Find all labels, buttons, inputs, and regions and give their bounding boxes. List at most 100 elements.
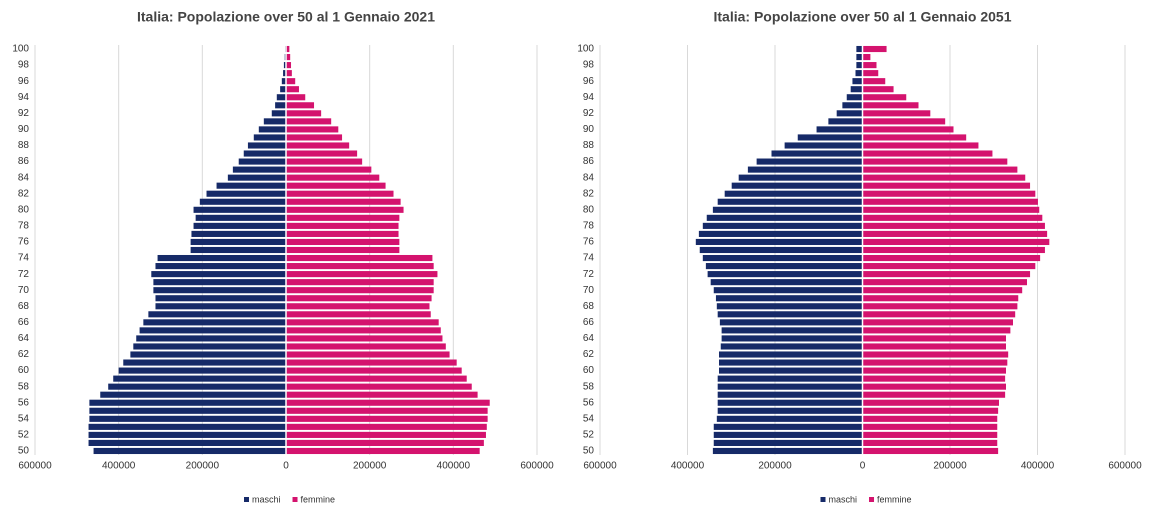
bar [721, 335, 863, 342]
bar [862, 86, 894, 93]
bar [286, 198, 401, 205]
bar [286, 343, 446, 350]
bar [719, 319, 863, 326]
y-tick-label: 62 [18, 349, 30, 360]
bar [713, 439, 863, 446]
y-tick-label: 92 [583, 108, 595, 119]
bar [717, 375, 863, 382]
bar [710, 279, 863, 286]
bar [862, 158, 1008, 165]
bar [862, 375, 1006, 382]
bar [862, 319, 1013, 326]
y-tick-label: 70 [583, 285, 595, 296]
bar [151, 271, 286, 278]
bar [862, 78, 886, 85]
bar [747, 166, 863, 173]
bar [238, 158, 286, 165]
bar [862, 311, 1016, 318]
bar [190, 238, 286, 246]
y-tick-label: 90 [583, 124, 595, 135]
y-tick-label: 52 [583, 430, 595, 441]
bar [862, 174, 1026, 181]
chart-title: Italia: Popolazione over 50 al 1 Gennaio… [714, 9, 1012, 25]
x-tick-label: 600000 [520, 461, 554, 472]
y-tick-label: 72 [583, 269, 595, 280]
bar [286, 206, 404, 213]
y-tick-label: 88 [18, 140, 30, 151]
bar [705, 263, 863, 270]
bar [271, 110, 286, 117]
bar [856, 45, 863, 53]
bar [862, 230, 1048, 237]
bar [286, 319, 439, 326]
bar [89, 407, 286, 414]
bar [846, 94, 863, 101]
x-tick-label: 0 [860, 461, 866, 472]
x-tick-label: 600000 [1108, 461, 1142, 472]
bar [286, 447, 480, 455]
bar [862, 335, 1006, 342]
bar [862, 327, 1011, 334]
bar [275, 102, 286, 109]
bar [707, 271, 863, 278]
bar [717, 383, 863, 390]
bar [286, 439, 484, 446]
y-tick-label: 80 [583, 204, 595, 215]
bar [281, 78, 286, 85]
bar [695, 238, 863, 246]
bar [712, 206, 863, 213]
bar [286, 327, 441, 334]
y-tick-label: 68 [583, 301, 595, 312]
y-tick-label: 60 [18, 365, 30, 376]
bar [286, 279, 434, 286]
bar [862, 263, 1036, 270]
bar [862, 142, 979, 149]
bar [286, 254, 433, 262]
bar [286, 335, 443, 342]
x-tick-label: 400000 [671, 461, 705, 472]
bar [862, 182, 1031, 189]
bar [108, 383, 286, 390]
bar [286, 375, 467, 382]
bar [286, 238, 400, 246]
legend-label: femmine [877, 494, 912, 504]
bar [771, 150, 863, 157]
y-tick-label: 56 [583, 397, 595, 408]
bar [862, 126, 954, 133]
bar [862, 279, 1027, 286]
bar [698, 230, 863, 237]
bar [862, 383, 1006, 390]
bar [113, 375, 286, 382]
bar [862, 238, 1050, 246]
chart-title: Italia: Popolazione over 50 al 1 Gennaio… [137, 9, 435, 25]
bar [706, 214, 863, 221]
bar [862, 343, 1006, 350]
bar [862, 415, 998, 422]
bar [719, 359, 863, 366]
x-tick-label: 400000 [1021, 461, 1055, 472]
y-tick-label: 68 [18, 301, 30, 312]
y-tick-label: 64 [583, 333, 595, 344]
y-tick-label: 74 [18, 253, 30, 264]
bar [862, 222, 1045, 229]
x-tick-label: 0 [283, 461, 289, 472]
bar [717, 399, 863, 406]
y-tick-label: 76 [18, 237, 30, 248]
legend-marker [820, 497, 826, 502]
bar [856, 62, 863, 69]
bar [717, 407, 863, 414]
bar [797, 134, 863, 141]
bar [286, 214, 400, 221]
bar [862, 198, 1038, 205]
bar [216, 182, 286, 189]
bar [191, 230, 286, 237]
y-tick-label: 62 [583, 349, 595, 360]
bar [738, 174, 863, 181]
y-tick-label: 96 [583, 76, 595, 87]
bar [286, 367, 462, 374]
bar [862, 295, 1019, 302]
legend-marker [292, 497, 298, 502]
bar [190, 246, 286, 254]
bar [717, 311, 863, 318]
bar [286, 391, 478, 398]
